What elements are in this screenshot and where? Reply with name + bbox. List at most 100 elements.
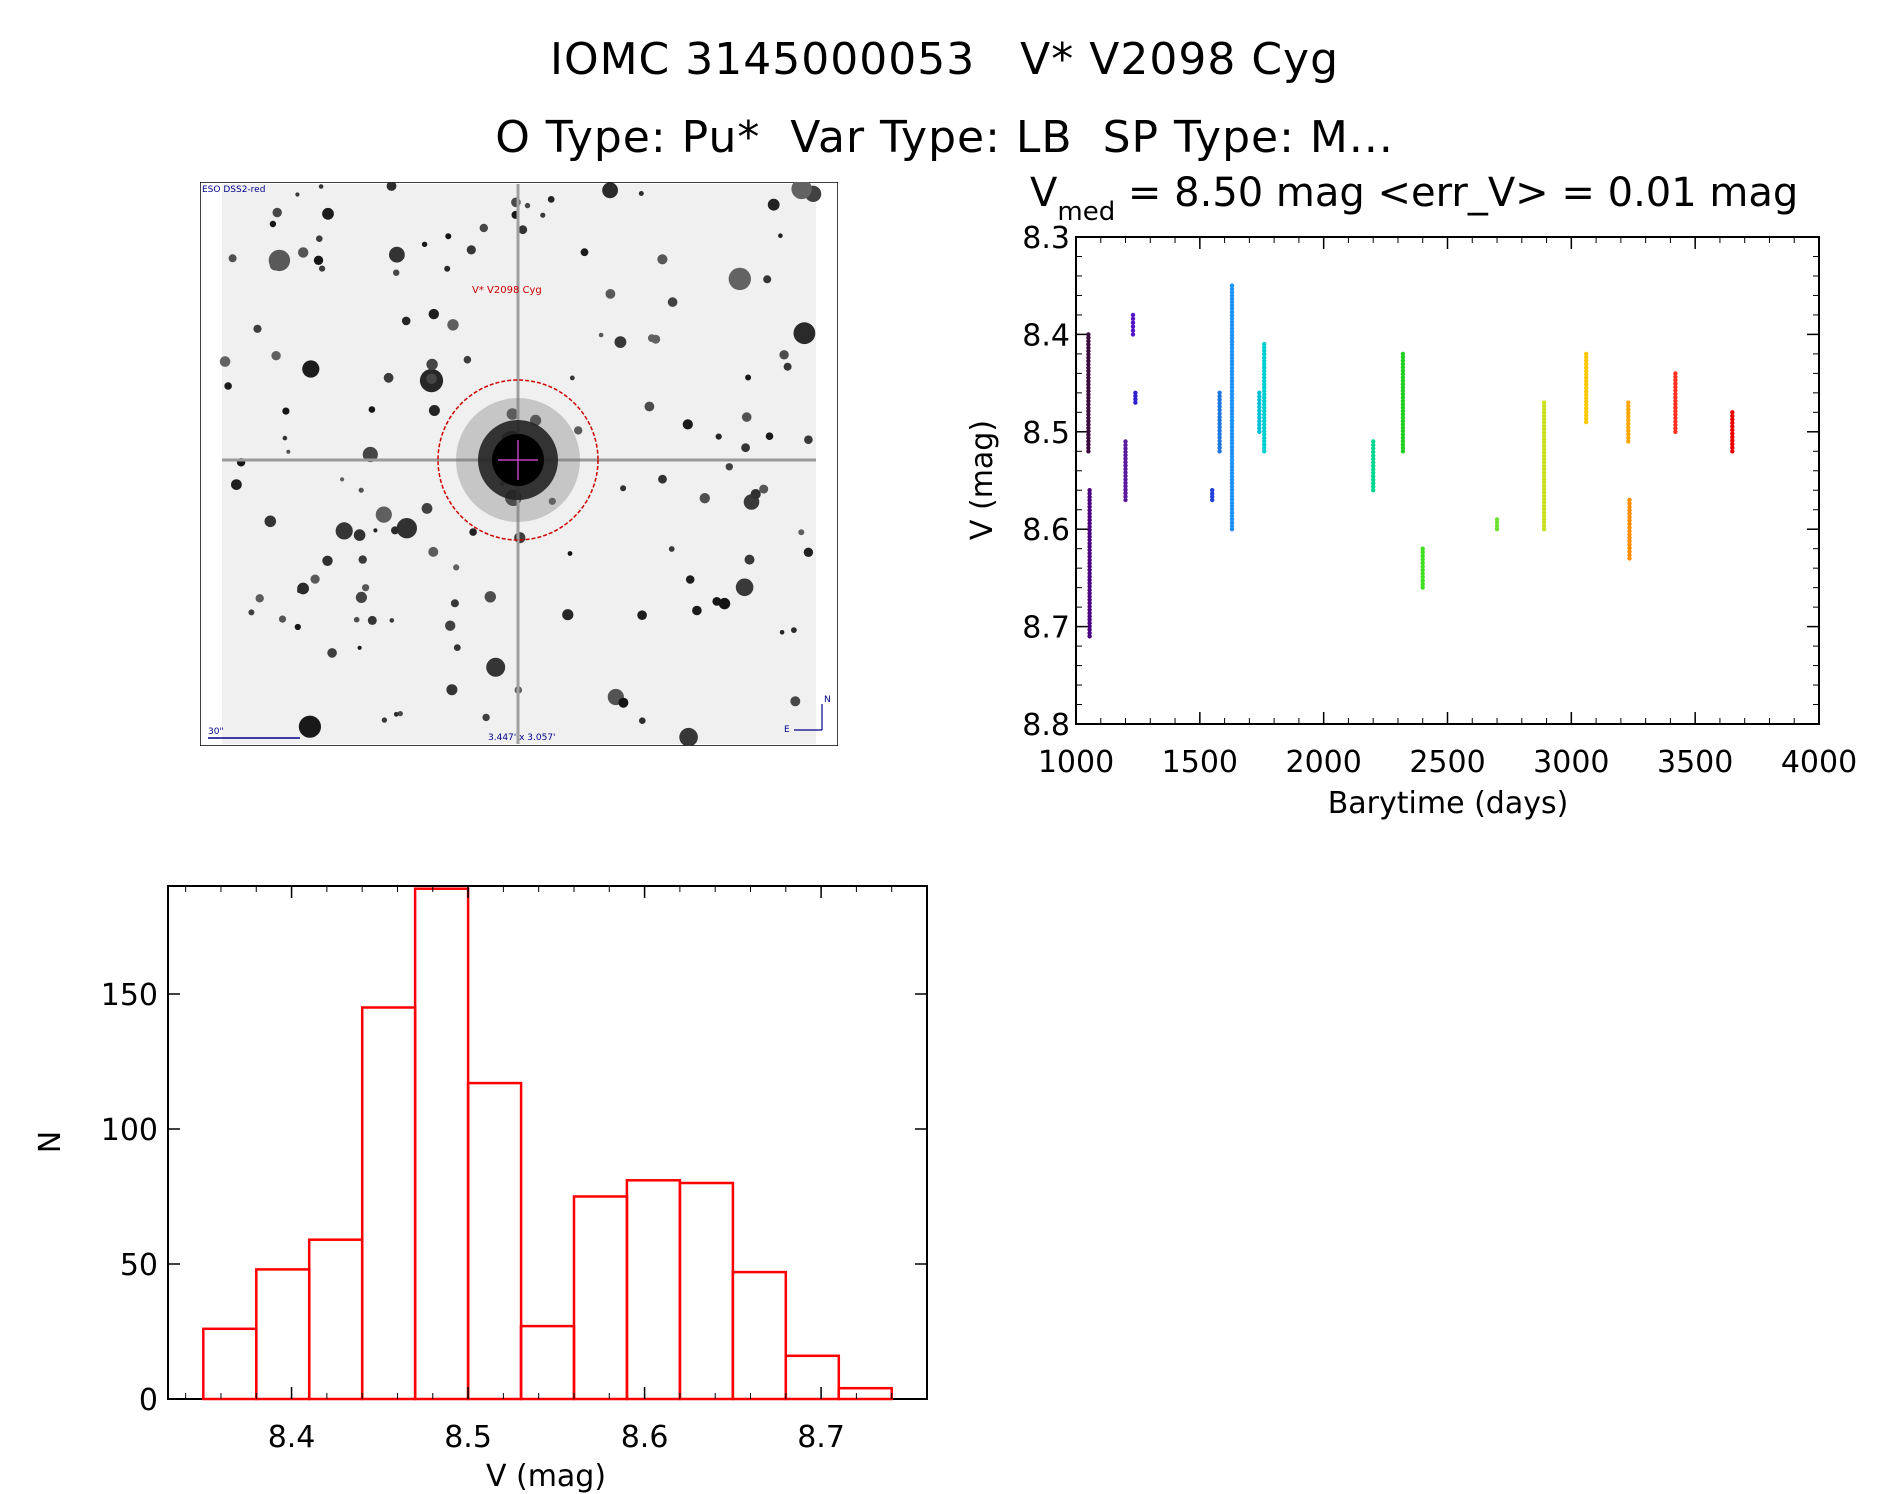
target-circle — [437, 379, 599, 541]
star — [728, 267, 751, 291]
data-point — [1584, 416, 1589, 421]
star — [322, 555, 333, 566]
data-point — [1086, 345, 1091, 350]
star — [248, 609, 255, 616]
star — [605, 289, 616, 299]
data-point — [1262, 408, 1267, 414]
data-point — [1262, 392, 1267, 397]
data-point — [1086, 402, 1091, 407]
data-point — [1229, 507, 1235, 512]
data-point — [1541, 440, 1547, 445]
data-point — [1627, 497, 1632, 503]
data-point — [1541, 433, 1547, 439]
data-point — [1087, 617, 1092, 622]
data-point — [1673, 381, 1678, 386]
data-point — [1086, 382, 1091, 387]
data-point — [1627, 552, 1632, 558]
data-point — [1229, 490, 1235, 496]
data-point — [1400, 351, 1406, 357]
data-point — [1420, 557, 1425, 562]
star — [327, 648, 337, 658]
data-point — [1420, 578, 1425, 583]
data-point — [1229, 362, 1235, 367]
lightcurve-frame — [1075, 236, 1820, 725]
data-point — [1229, 523, 1235, 529]
data-point — [1730, 431, 1735, 436]
star — [718, 597, 731, 610]
star — [428, 405, 440, 416]
data-point — [1541, 453, 1547, 459]
star — [637, 610, 647, 620]
data-point — [1217, 414, 1222, 420]
data-point — [1229, 369, 1235, 374]
data-point — [1229, 418, 1235, 423]
data-point — [1123, 480, 1128, 485]
data-point — [1541, 460, 1547, 465]
data-point — [1229, 392, 1235, 397]
data-point — [1217, 431, 1222, 437]
data-point — [1262, 382, 1267, 387]
data-point — [1673, 398, 1678, 404]
data-point — [1730, 424, 1735, 429]
data-point — [1673, 415, 1678, 421]
data-point — [1420, 585, 1425, 590]
data-point — [1123, 494, 1128, 499]
data-point — [1730, 420, 1735, 426]
data-point — [1400, 425, 1406, 430]
data-point — [1229, 474, 1235, 479]
data-point — [1217, 401, 1222, 406]
data-point — [1627, 545, 1632, 551]
data-point — [1229, 484, 1235, 489]
data-point — [1584, 389, 1589, 394]
data-point — [1627, 515, 1632, 520]
star — [389, 618, 395, 623]
data-point — [1626, 418, 1631, 423]
data-point — [1130, 316, 1136, 321]
star — [335, 522, 353, 540]
data-point — [1541, 523, 1547, 529]
y-tick-label: 150 — [101, 978, 158, 1013]
data-point — [1584, 358, 1589, 363]
stat-sub: med — [1057, 197, 1115, 227]
data-point — [1087, 561, 1092, 566]
data-point — [1229, 494, 1235, 499]
data-point — [1400, 432, 1406, 437]
data-point — [1400, 371, 1406, 377]
star — [767, 198, 780, 211]
data-point — [1400, 442, 1406, 447]
star — [745, 374, 752, 381]
star — [791, 182, 812, 200]
data-point — [1229, 319, 1235, 325]
star — [298, 247, 309, 258]
data-point — [1420, 581, 1425, 587]
star — [368, 406, 376, 413]
data-point — [1229, 313, 1235, 318]
star — [367, 615, 377, 625]
data-point — [1673, 402, 1678, 407]
data-point — [1229, 454, 1235, 459]
star — [278, 615, 287, 623]
data-point — [1229, 352, 1235, 357]
data-point — [1262, 368, 1267, 374]
data-point — [1262, 439, 1267, 444]
star — [804, 435, 813, 444]
object-type-subtitle: O Type: Pu* Var Type: LB SP Type: M... — [495, 112, 1394, 163]
data-point — [1730, 417, 1735, 422]
data-point — [1541, 410, 1547, 415]
data-point — [1229, 500, 1235, 506]
data-point — [1400, 408, 1406, 414]
data-point — [1229, 444, 1235, 450]
y-tick-label: 8.8 — [1022, 708, 1070, 743]
data-point — [1494, 527, 1500, 532]
histogram-bar — [731, 1270, 788, 1401]
data-point — [1262, 422, 1267, 427]
star — [725, 463, 733, 471]
data-point — [1123, 490, 1128, 496]
data-point — [1086, 389, 1091, 394]
star — [618, 697, 629, 708]
star — [779, 630, 785, 635]
data-point — [1371, 477, 1376, 482]
data-point — [1087, 630, 1092, 636]
data-point — [1626, 411, 1631, 416]
star — [518, 225, 528, 235]
